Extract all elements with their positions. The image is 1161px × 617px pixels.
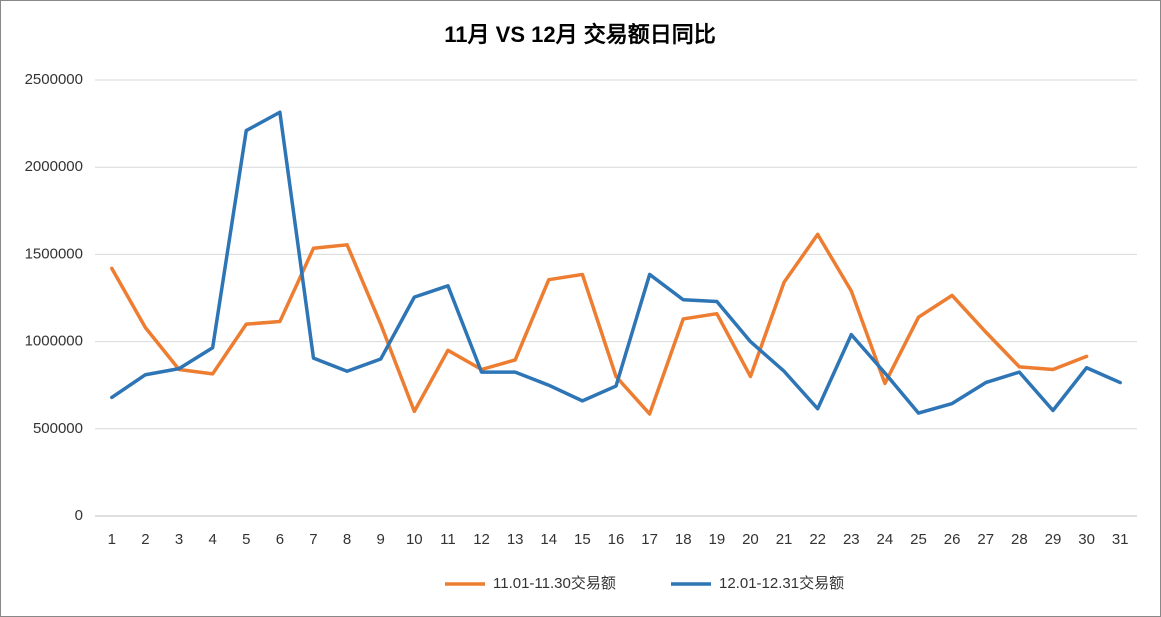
x-tick-label: 5 xyxy=(242,531,250,548)
x-tick-label: 10 xyxy=(406,531,423,548)
legend-label: 12.01-12.31交易额 xyxy=(719,574,844,592)
x-tick-label: 27 xyxy=(977,531,994,548)
x-tick-label: 7 xyxy=(309,531,317,548)
x-tick-label: 2 xyxy=(141,531,149,548)
x-tick-label: 19 xyxy=(708,531,725,548)
x-tick-label: 8 xyxy=(343,531,351,548)
x-tick-label: 20 xyxy=(742,531,759,548)
x-tick-label: 24 xyxy=(877,531,894,548)
x-tick-label: 17 xyxy=(641,531,658,548)
x-tick-label: 29 xyxy=(1045,531,1062,548)
y-tick-label: 1000000 xyxy=(25,333,83,350)
x-tick-label: 28 xyxy=(1011,531,1028,548)
x-tick-label: 18 xyxy=(675,531,692,548)
series-line xyxy=(110,232,1089,416)
x-tick-label: 12 xyxy=(473,531,490,548)
x-tick-label: 13 xyxy=(507,531,524,548)
chart-title: 11月 VS 12月 交易额日同比 xyxy=(444,22,715,47)
y-tick-label: 2500000 xyxy=(25,71,83,88)
x-tick-label: 30 xyxy=(1078,531,1095,548)
y-tick-label: 1500000 xyxy=(25,245,83,262)
x-tick-label: 3 xyxy=(175,531,183,548)
x-tick-label: 26 xyxy=(944,531,961,548)
x-tick-label: 31 xyxy=(1112,531,1129,548)
x-tick-label: 4 xyxy=(208,531,216,548)
x-tick-label: 25 xyxy=(910,531,927,548)
x-tick-label: 14 xyxy=(540,531,557,548)
y-tick-label: 0 xyxy=(75,507,83,524)
x-tick-label: 15 xyxy=(574,531,591,548)
x-tick-label: 1 xyxy=(108,531,116,548)
x-tick-label: 9 xyxy=(377,531,385,548)
x-tick-label: 21 xyxy=(776,531,793,548)
legend-label: 11.01-11.30交易额 xyxy=(493,574,616,592)
x-tick-label: 16 xyxy=(608,531,625,548)
x-tick-label: 23 xyxy=(843,531,860,548)
x-tick-label: 6 xyxy=(276,531,284,548)
x-tick-label: 11 xyxy=(440,531,456,548)
y-tick-label: 500000 xyxy=(33,420,83,437)
series-line xyxy=(110,110,1122,415)
x-tick-label: 22 xyxy=(809,531,826,548)
y-tick-label: 2000000 xyxy=(25,158,83,175)
